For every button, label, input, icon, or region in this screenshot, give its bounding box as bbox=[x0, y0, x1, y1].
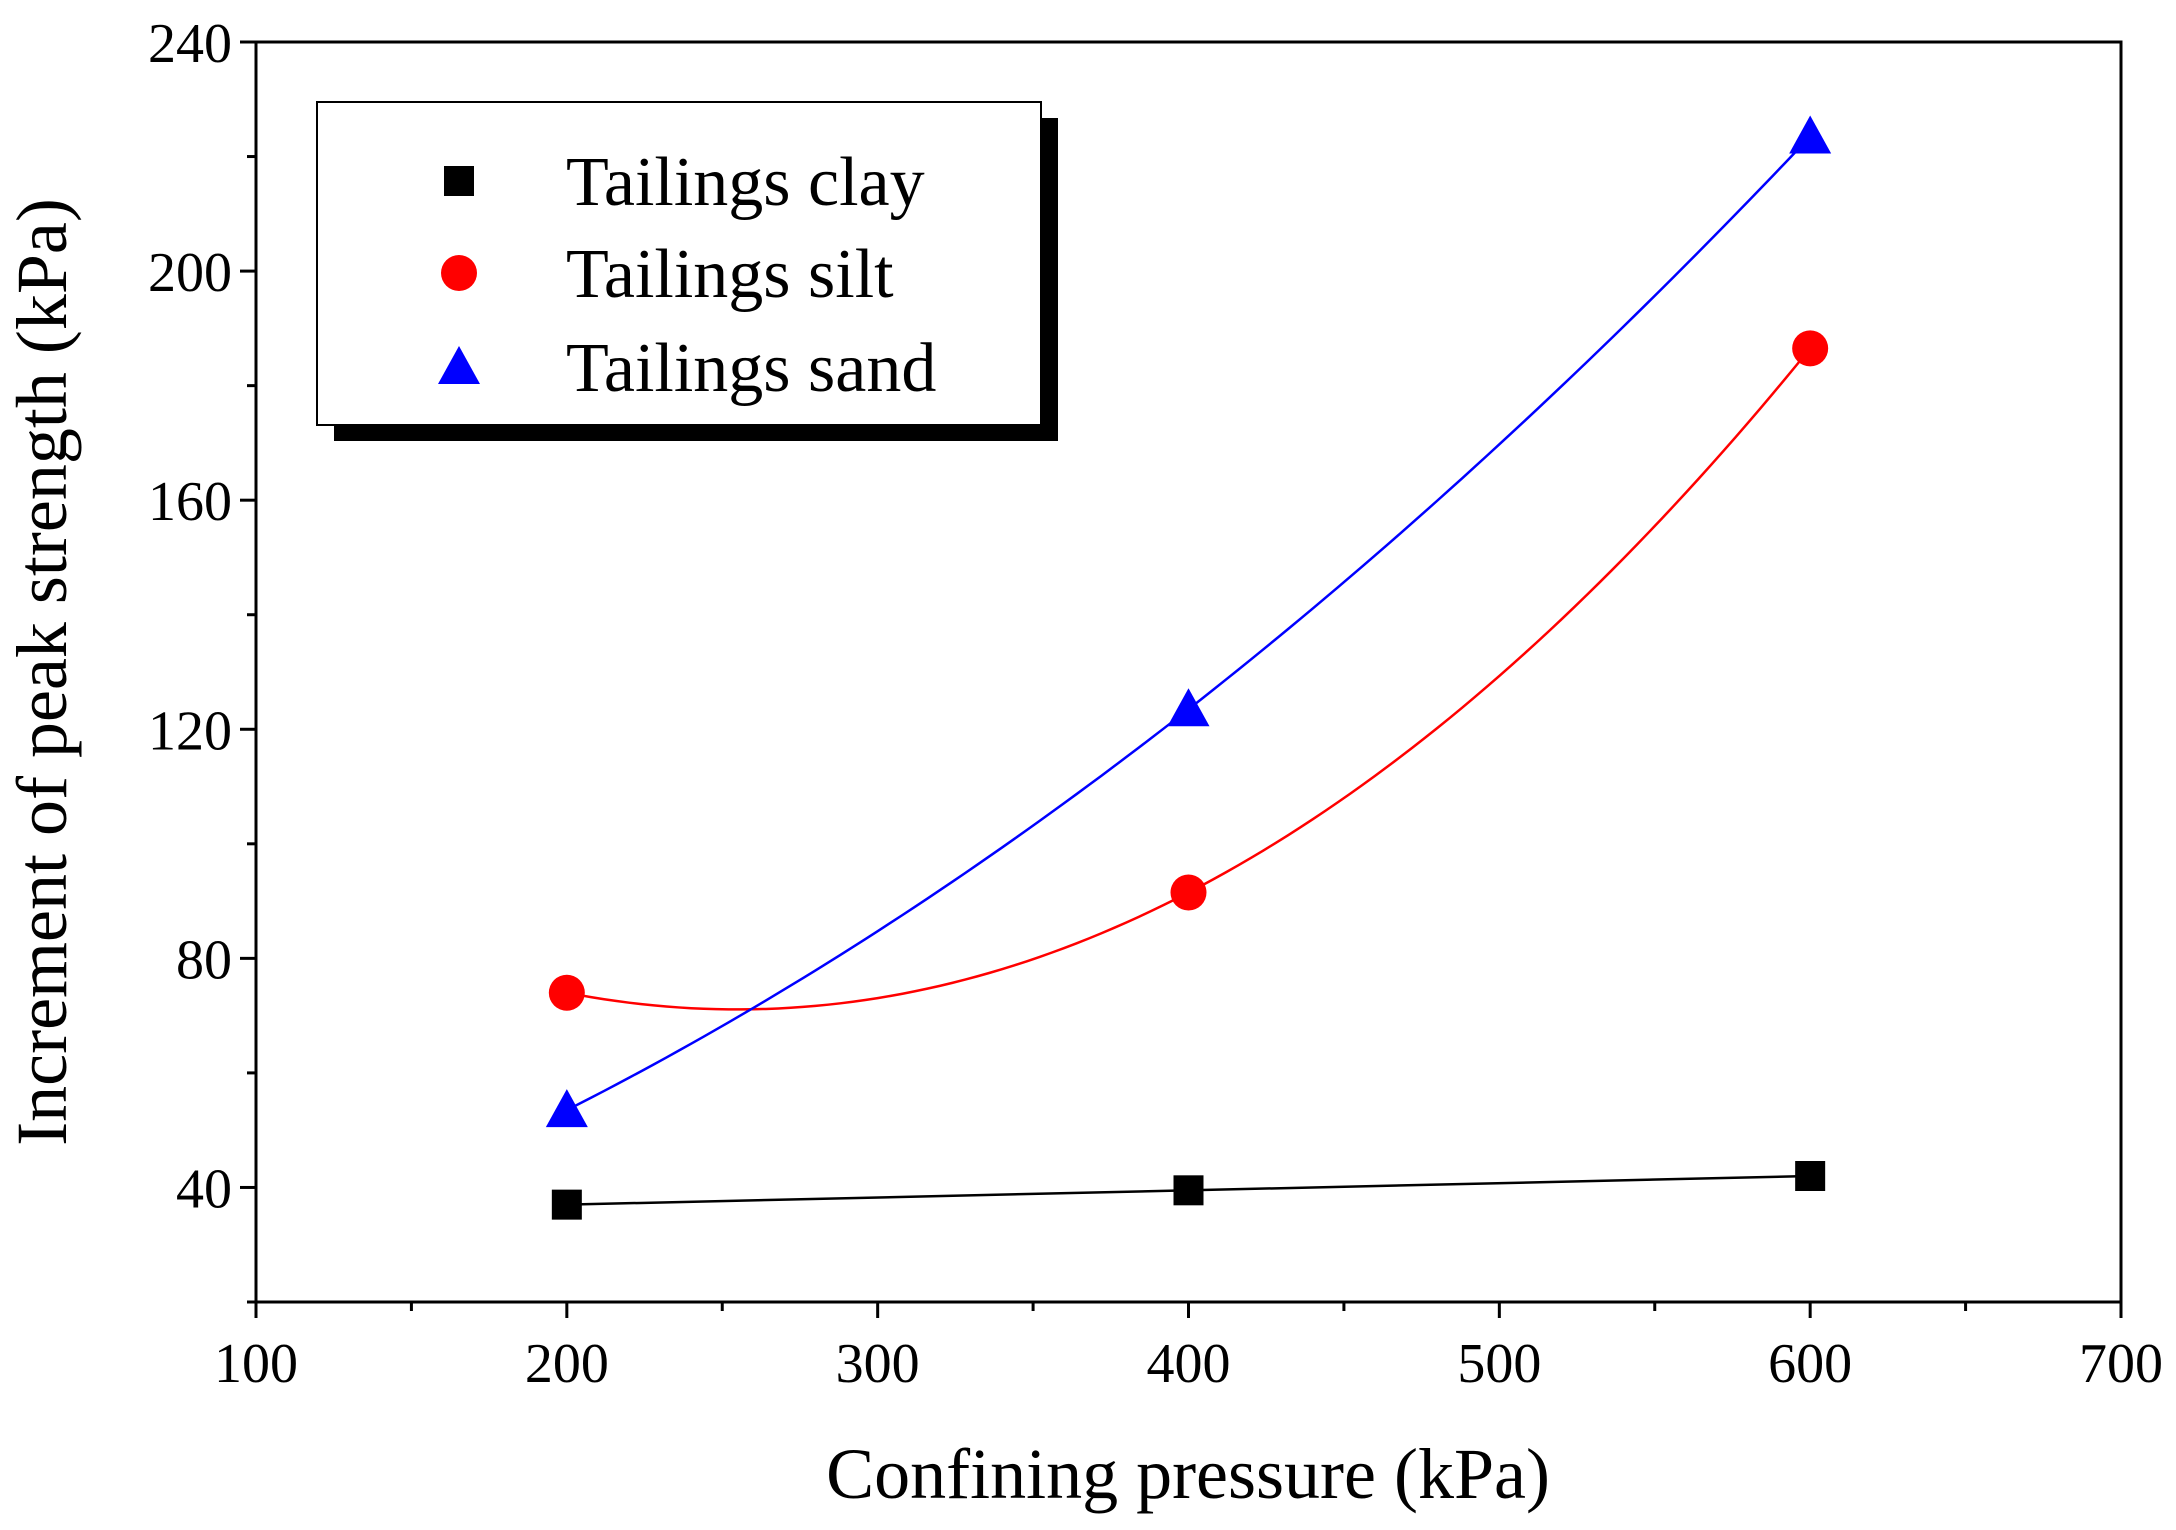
y-tick-label: 200 bbox=[148, 242, 232, 304]
x-tick-label: 300 bbox=[836, 1333, 920, 1395]
x-axis: 100 200 300 400 500 600 700 bbox=[214, 1302, 2163, 1395]
legend-label: Tailings clay bbox=[566, 144, 925, 221]
legend-label: Tailings sand bbox=[566, 330, 936, 407]
legend-marker bbox=[438, 346, 480, 384]
data-point bbox=[545, 1089, 588, 1128]
y-axis-title: Increment of peak strength (kPa) bbox=[2, 198, 82, 1146]
legend-marker bbox=[441, 255, 477, 291]
x-axis-title: Confining pressure (kPa) bbox=[826, 1434, 1550, 1514]
x-tick-label: 400 bbox=[1147, 1333, 1231, 1395]
legend: Tailings clay Tailings silt Tailings sand bbox=[316, 101, 1058, 441]
legend-item: Tailings clay bbox=[444, 144, 925, 221]
y-axis: 40 80 120 160 200 240 bbox=[148, 13, 256, 1304]
series-tailings-sand bbox=[545, 115, 1832, 1128]
legend-item: Tailings silt bbox=[441, 236, 894, 313]
x-tick-label: 100 bbox=[214, 1333, 298, 1395]
y-tick-label: 160 bbox=[148, 471, 232, 533]
y-tick-label: 40 bbox=[176, 1158, 232, 1220]
series-layer bbox=[545, 115, 1832, 1220]
y-tick-label: 240 bbox=[148, 13, 232, 75]
data-point bbox=[1795, 1161, 1826, 1191]
x-tick-label: 600 bbox=[1768, 1333, 1852, 1395]
x-tick-label: 200 bbox=[525, 1333, 609, 1395]
data-point bbox=[548, 974, 585, 1011]
legend-box bbox=[316, 101, 1042, 426]
legend-marker bbox=[444, 166, 474, 196]
data-point bbox=[1792, 330, 1829, 367]
legend-label: Tailings silt bbox=[566, 236, 894, 313]
series-tailings-silt bbox=[548, 330, 1829, 1011]
y-tick-label: 120 bbox=[148, 700, 232, 762]
series-tailings-clay bbox=[551, 1161, 1826, 1220]
y-tick-label: 80 bbox=[176, 929, 232, 991]
data-point bbox=[1167, 688, 1210, 727]
data-point bbox=[1789, 115, 1832, 154]
x-tick-label: 500 bbox=[1457, 1333, 1541, 1395]
data-point bbox=[1173, 1175, 1204, 1206]
legend-item: Tailings sand bbox=[438, 330, 936, 407]
data-point bbox=[1170, 874, 1207, 911]
data-point bbox=[551, 1189, 582, 1220]
x-tick-label: 700 bbox=[2079, 1333, 2163, 1395]
